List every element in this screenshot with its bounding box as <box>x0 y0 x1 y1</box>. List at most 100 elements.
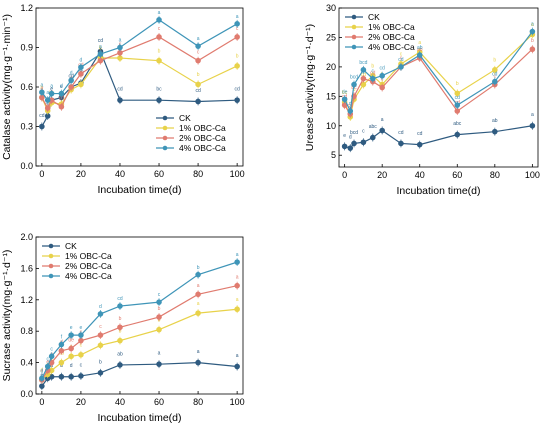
sucrase-data-point <box>117 324 123 331</box>
urease-data-point <box>369 75 376 82</box>
urease-significance-letter: cd <box>348 103 354 109</box>
sucrase-significance-letter: cd <box>117 296 123 302</box>
sucrase-data-point <box>44 363 51 370</box>
sucrase-significance-letter: c <box>46 357 49 363</box>
urease-data-point <box>454 131 461 138</box>
sucrase-data-point <box>195 359 201 366</box>
catalase-data-point <box>48 90 55 97</box>
catalase-legend-marker <box>162 115 168 121</box>
urease-data-point <box>360 75 367 82</box>
catalase-xtick-label: 40 <box>115 169 125 179</box>
sucrase-legend-marker <box>48 263 54 269</box>
urease-significance-letter: de <box>342 89 348 95</box>
sucrase-data-point <box>156 326 162 333</box>
sucrase-significance-letter: c <box>50 346 53 352</box>
urease-significance-letter: cd <box>398 57 404 63</box>
catalase-significance-letter: d <box>60 84 63 90</box>
catalase-significance-letter: cd <box>117 87 123 93</box>
sucrase-data-point <box>78 332 84 338</box>
catalase-xtick-label: 80 <box>193 169 203 179</box>
catalase-data-point <box>44 105 51 111</box>
catalase-x-axis-label: Incubation time(d) <box>97 184 181 196</box>
catalase-significance-letter: e <box>60 84 63 90</box>
urease-significance-letter: ab <box>417 45 423 51</box>
urease-plot-frame <box>338 7 539 168</box>
catalase-significance-letter: b <box>40 85 43 91</box>
urease-xtick-label: 20 <box>377 170 387 180</box>
catalase-ytick-label: 0.6 <box>20 82 33 92</box>
sucrase-significance-letter: c <box>80 342 83 348</box>
sucrase-data-point <box>117 303 123 309</box>
sucrase-data-point <box>68 345 74 352</box>
catalase-significance-letter: a <box>236 14 239 20</box>
urease-data-point <box>379 72 385 79</box>
catalase-data-point <box>234 34 240 40</box>
catalase-data-point <box>78 64 84 71</box>
sucrase-significance-letter: b <box>119 328 122 334</box>
sucrase-data-point <box>234 363 240 370</box>
sucrase-data-point <box>97 342 104 349</box>
urease-xtick-label: 0 <box>342 170 347 180</box>
urease-data-point <box>492 67 498 73</box>
sucrase-data-point <box>234 282 240 289</box>
urease-data-point <box>351 81 357 88</box>
urease-xtick-label: 60 <box>452 170 462 180</box>
urease-significance-letter: abc <box>453 121 462 127</box>
sucrase-data-point <box>156 314 162 320</box>
catalase-xtick-label: 100 <box>230 169 245 179</box>
sucrase-data-point <box>117 337 123 344</box>
catalase-significance-letter: a <box>119 38 122 44</box>
catalase-data-point <box>156 17 162 23</box>
sucrase-significance-letter: d <box>40 368 43 374</box>
sucrase-data-point <box>195 291 201 298</box>
catalase-data-point <box>39 89 45 96</box>
catalase-significance-letter: cd <box>69 73 75 79</box>
catalase-data-point <box>195 98 201 105</box>
urease-ytick-label: 5 <box>331 150 336 160</box>
sucrase-significance-letter: b <box>158 306 161 312</box>
urease-significance-letter: c <box>362 129 365 135</box>
catalase-significance-letter: bc <box>156 87 162 93</box>
catalase-significance-letter: b <box>158 48 161 54</box>
sucrase-xtick-label: 20 <box>76 397 86 407</box>
catalase-xtick-label: 0 <box>39 169 44 179</box>
catalase-ytick-label: 0.9 <box>20 43 33 53</box>
sucrase-data-point <box>58 348 65 354</box>
catalase-data-point <box>39 123 45 130</box>
urease-significance-letter: bcd <box>350 75 358 81</box>
urease-significance-letter: cd <box>417 131 423 137</box>
catalase-legend-marker <box>162 125 168 131</box>
sucrase-legend-marker <box>48 253 54 259</box>
catalase-data-point <box>234 63 240 69</box>
sucrase-data-point <box>234 306 240 313</box>
urease-legend-marker <box>351 14 357 20</box>
sucrase-significance-letter: f <box>61 335 63 341</box>
sucrase-significance-letter: c <box>158 292 161 298</box>
urease-significance-letter: abc <box>369 124 378 130</box>
urease-data-point <box>341 96 348 103</box>
urease-significance-letter: ab <box>417 47 423 53</box>
urease-ytick-label: 10 <box>326 121 336 131</box>
catalase-significance-letter: c <box>197 50 200 56</box>
sucrase-legend-label: 4% OBC-Ca <box>65 271 112 281</box>
urease-significance-letter: e <box>343 133 346 139</box>
catalase-data-point <box>195 43 201 49</box>
sucrase-ytick-label: 2.0 <box>20 232 33 242</box>
urease-ytick-label: 25 <box>326 32 336 42</box>
catalase-data-point <box>58 90 65 97</box>
urease-data-point <box>529 28 536 35</box>
catalase-significance-letter: a <box>50 84 53 90</box>
sucrase-data-point <box>195 271 201 278</box>
catalase-ytick-label: 1.2 <box>20 3 33 13</box>
urease-xtick-label: 100 <box>525 170 540 180</box>
catalase-data-point <box>68 84 74 90</box>
catalase-ytick-label: 0.0 <box>20 161 33 171</box>
sucrase-ytick-label: 1.2 <box>20 295 33 305</box>
urease-data-point <box>360 67 367 73</box>
urease-y-axis-label: Urease activity(mg·g⁻¹·d⁻¹) <box>304 24 316 151</box>
sucrase-legend-marker <box>48 273 54 279</box>
urease-legend-label: 1% OBC-Ca <box>368 22 415 32</box>
sucrase-ytick-label: 0.0 <box>20 389 33 399</box>
urease-significance-letter: a <box>531 112 534 118</box>
sucrase-legend-label: 1% OBC-Ca <box>65 251 112 261</box>
